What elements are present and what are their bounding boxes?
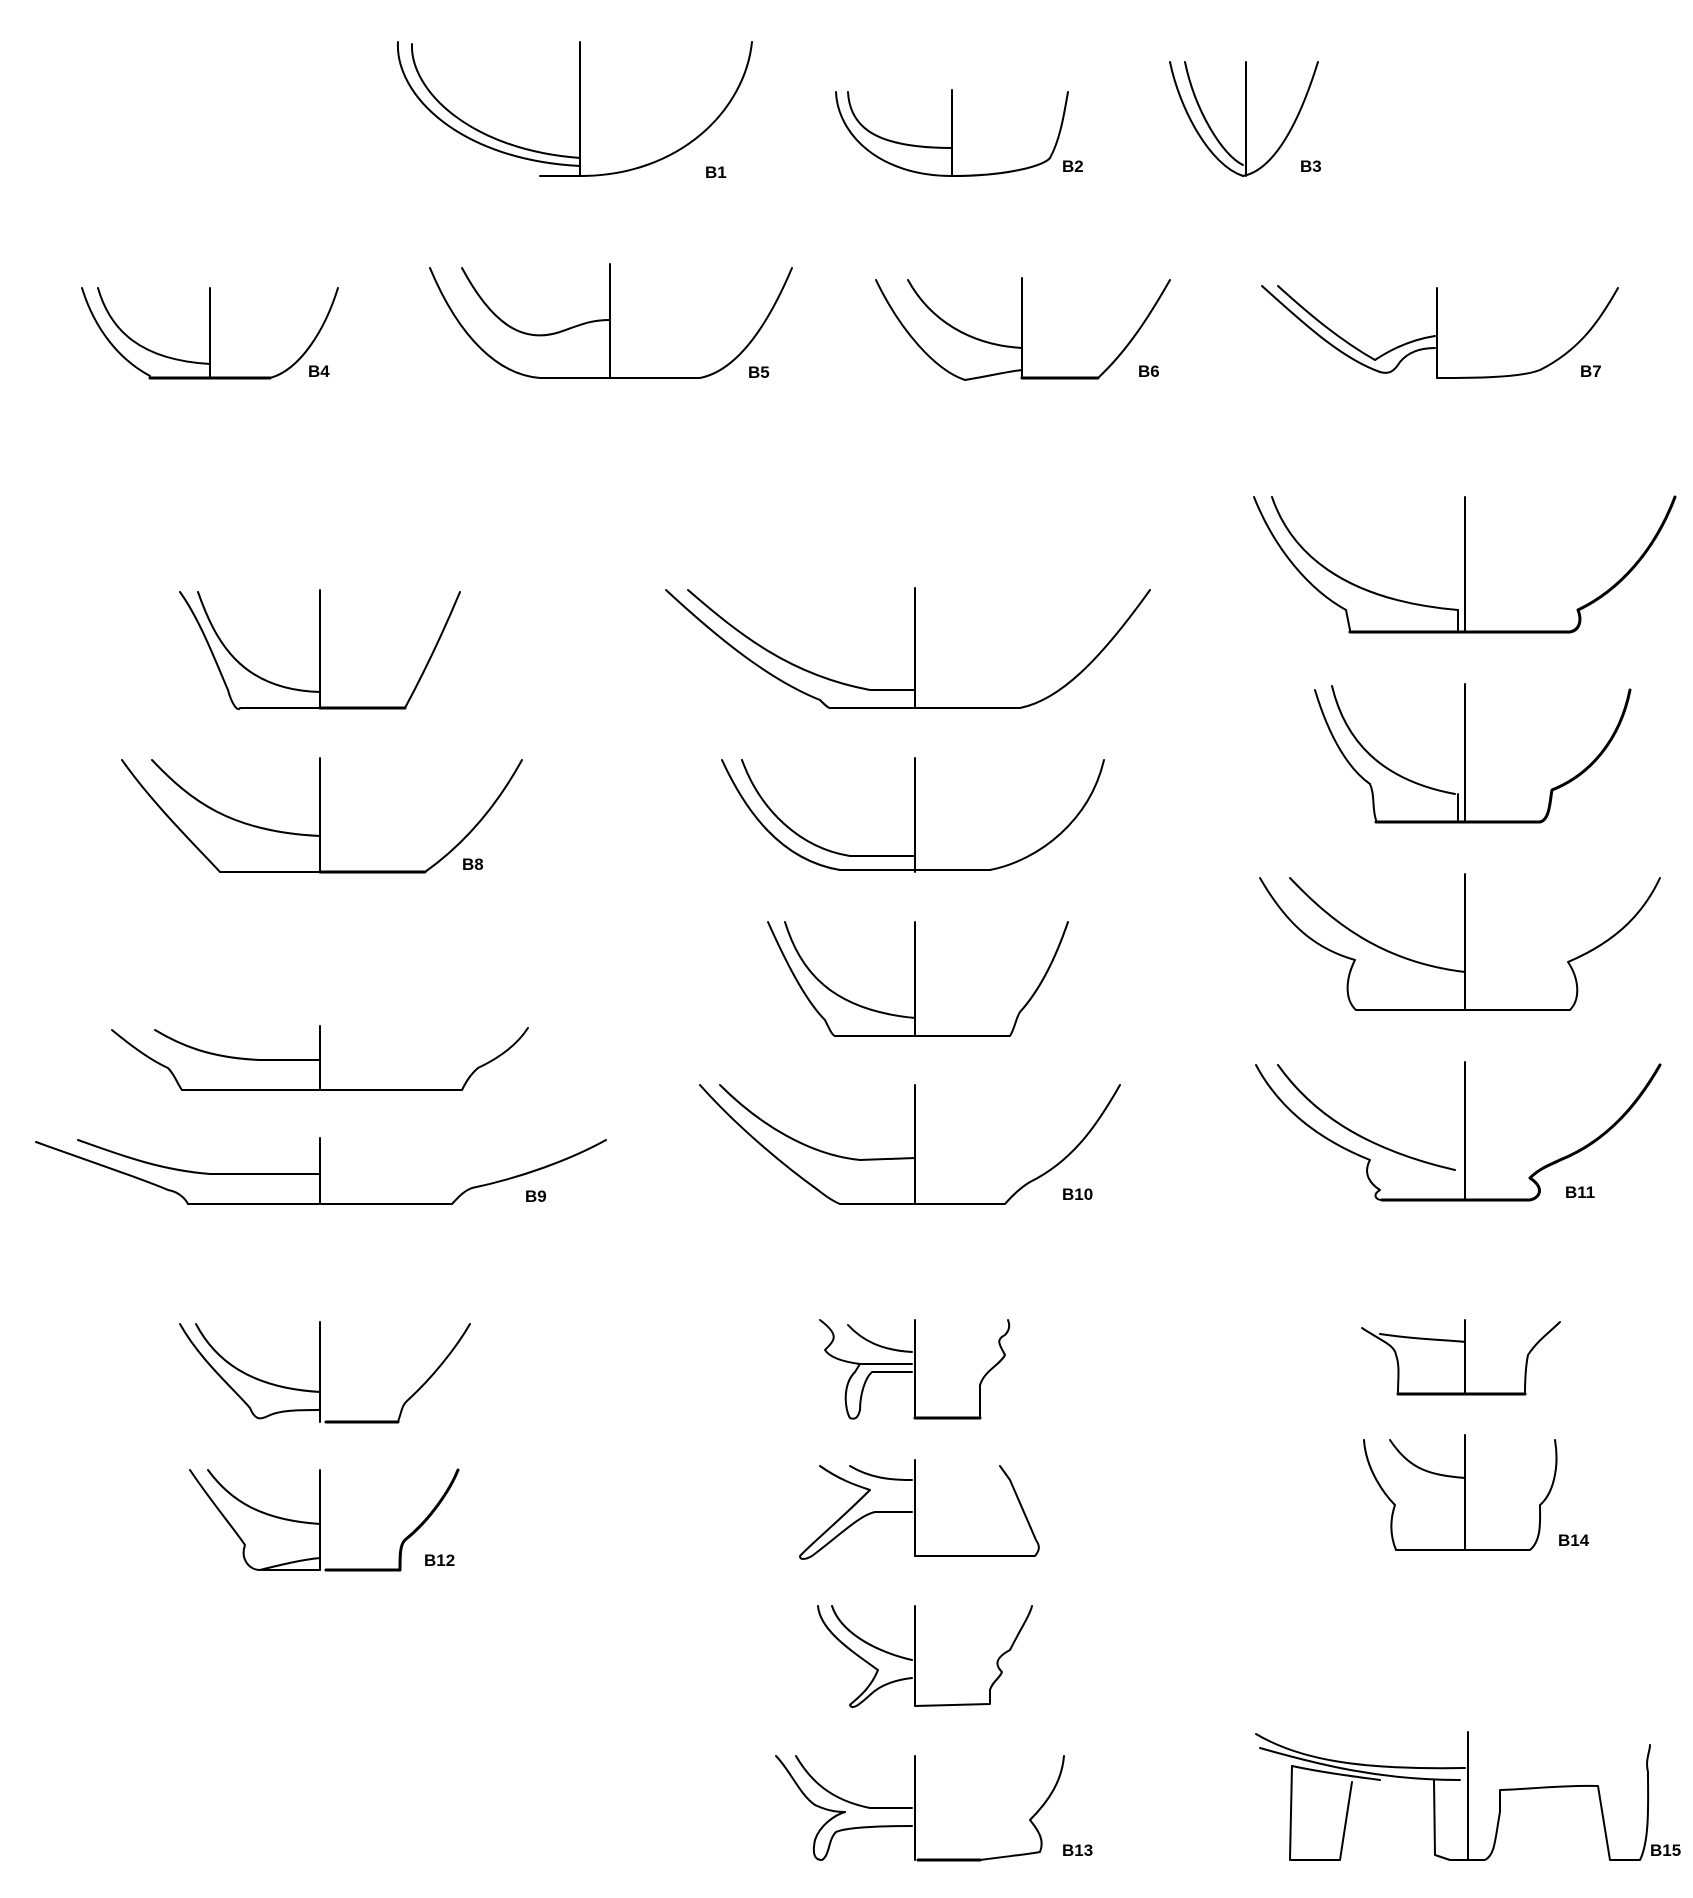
profile-b9-1 <box>111 1025 529 1091</box>
profile-b11-2 <box>1314 683 1632 824</box>
label-b8: B8 <box>462 855 484 874</box>
label-b3: B3 <box>1300 157 1322 176</box>
profile-b11-3 <box>1259 873 1661 1011</box>
profile-b3 <box>1169 61 1319 177</box>
label-b15: B15 <box>1650 1841 1681 1860</box>
label-b13: B13 <box>1062 1841 1093 1860</box>
profile-b11-4 <box>1255 1061 1662 1202</box>
profile-b15 <box>1255 1731 1651 1861</box>
profile-b2 <box>835 89 1069 177</box>
profile-b14-1 <box>1361 1319 1561 1396</box>
profile-b12-2 <box>189 1468 460 1572</box>
profile-b10-4 <box>699 1084 1121 1205</box>
profile-b13-1 <box>819 1319 1011 1420</box>
label-b4: B4 <box>308 362 330 381</box>
label-b6: B6 <box>1138 362 1160 381</box>
profile-b6 <box>875 277 1171 381</box>
profile-b11-1 <box>1253 495 1677 634</box>
profile-b8-2 <box>121 757 523 874</box>
profile-b10-1 <box>665 587 1151 709</box>
label-b2: B2 <box>1062 157 1084 176</box>
label-b10: B10 <box>1062 1185 1093 1204</box>
profile-b13-3 <box>817 1605 1033 1709</box>
label-b11: B11 <box>1565 1183 1595 1202</box>
profile-b5 <box>429 263 793 379</box>
profile-b1 <box>396 41 753 177</box>
label-b7: B7 <box>1580 362 1602 381</box>
profile-b14-2 <box>1363 1434 1558 1551</box>
profile-b9-2 <box>35 1137 607 1205</box>
profile-b10-2 <box>721 757 1105 873</box>
label-b1: B1 <box>705 163 727 182</box>
profile-b13-2 <box>799 1459 1040 1560</box>
profile-b12-1 <box>179 1321 471 1424</box>
label-b5: B5 <box>748 363 770 382</box>
profile-b10-3 <box>767 921 1069 1037</box>
label-b9: B9 <box>525 1187 547 1206</box>
label-b14: B14 <box>1558 1531 1590 1550</box>
profile-b13-4 <box>775 1755 1065 1862</box>
profile-b4 <box>81 287 339 380</box>
label-b12: B12 <box>424 1551 455 1570</box>
profile-b7 <box>1261 285 1619 379</box>
profile-b8-1 <box>179 589 461 710</box>
